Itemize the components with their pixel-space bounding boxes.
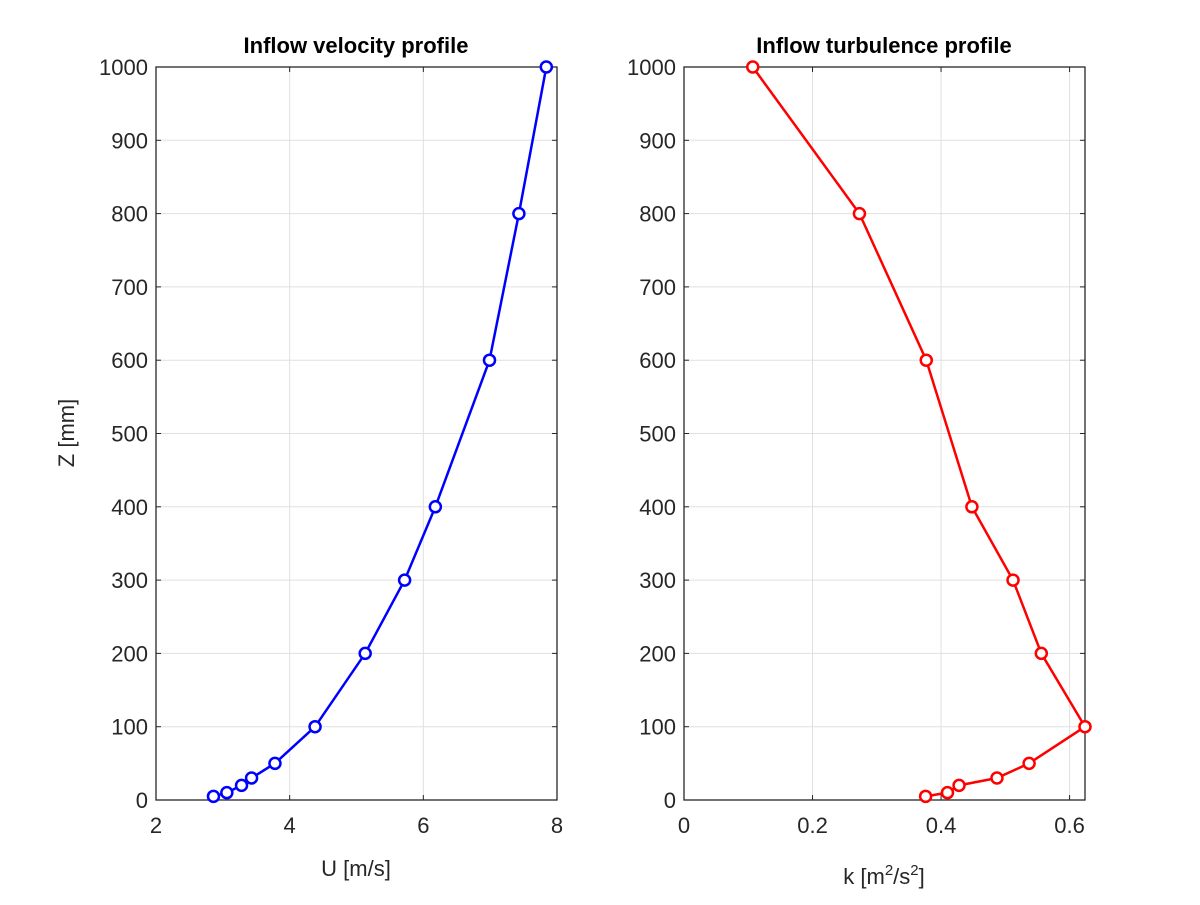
turbulence-title: Inflow turbulence profile xyxy=(756,33,1011,58)
velocity-title: Inflow velocity profile xyxy=(244,33,469,58)
velocity-data-point xyxy=(428,500,443,514)
velocity-data-point xyxy=(220,785,234,800)
velocity-data-point xyxy=(512,206,526,221)
velocity-ytick-label: 900 xyxy=(111,128,148,153)
velocity-ytick-label: 0 xyxy=(136,788,148,813)
turbulence-xlabel: k [m2/s2] xyxy=(843,862,925,889)
turbulence-series-line xyxy=(751,66,1087,798)
velocity-xtick-label: 2 xyxy=(150,813,162,838)
velocity-xtick-label: 4 xyxy=(284,813,296,838)
turbulence-data-point xyxy=(852,206,867,221)
velocity-ytick-label: 600 xyxy=(111,348,148,373)
velocity-data-point xyxy=(308,719,322,734)
turbulence-ytick-label: 600 xyxy=(639,348,676,373)
velocity-xtick-label: 6 xyxy=(417,813,429,838)
turbulence-ytick-label: 700 xyxy=(639,275,676,300)
velocity-grid xyxy=(155,66,558,801)
velocity-data-point xyxy=(206,789,221,804)
velocity-ytick-label: 300 xyxy=(111,568,148,593)
velocity-ytick-label: 700 xyxy=(111,275,148,300)
velocity-data-point xyxy=(539,60,554,74)
turbulence-ytick-label: 100 xyxy=(639,715,676,740)
velocity-data-point xyxy=(234,778,249,793)
turbulence-ytick-label: 0 xyxy=(664,788,676,813)
turbulence-data-point xyxy=(918,789,933,804)
turbulence-ytick-label: 200 xyxy=(639,641,676,666)
velocity-xlabel: U [m/s] xyxy=(321,856,391,881)
turbulence-data-point xyxy=(990,771,1004,785)
turbulence-data-point xyxy=(1034,646,1049,661)
velocity-axes: Inflow velocity profile U [m/s] Z [mm] 2… xyxy=(54,33,563,881)
turbulence-ytick-label: 300 xyxy=(639,568,676,593)
velocity-ytick-label: 400 xyxy=(111,495,148,520)
turbulence-ytick-label: 1000 xyxy=(627,55,676,80)
velocity-ytick-label: 800 xyxy=(111,202,148,227)
turbulence-data-point xyxy=(919,353,934,367)
velocity-ytick-label: 100 xyxy=(111,715,148,740)
turbulence-axes-box xyxy=(683,66,1086,801)
velocity-data-point xyxy=(268,756,282,771)
turbulence-axes: Inflow turbulence profile k [m2/s2] 0 0.2… xyxy=(627,33,1092,889)
velocity-data-point xyxy=(397,573,412,587)
turbulence-data-point xyxy=(940,785,955,800)
turbulence-xtick-label: 0 xyxy=(678,813,690,838)
velocity-data-point xyxy=(244,771,259,785)
turbulence-data-point xyxy=(1078,719,1092,734)
turbulence-data-point xyxy=(746,60,760,74)
velocity-data-point xyxy=(482,353,497,367)
velocity-ytick-label: 1000 xyxy=(99,55,148,80)
velocity-ytick-label: 200 xyxy=(111,641,148,666)
turbulence-ytick-label: 800 xyxy=(639,202,676,227)
turbulence-xtick-label: 0.2 xyxy=(797,813,828,838)
velocity-ylabel: Z [mm] xyxy=(54,399,79,467)
turbulence-ytick-label: 500 xyxy=(639,422,676,447)
turbulence-data-point xyxy=(952,778,966,793)
turbulence-data-point xyxy=(1022,756,1036,771)
turbulence-data-point xyxy=(1006,573,1020,587)
velocity-series-line xyxy=(213,66,548,798)
turbulence-grid xyxy=(683,66,1085,801)
velocity-ytick-label: 500 xyxy=(111,422,148,447)
velocity-xtick-label: 8 xyxy=(551,813,563,838)
turbulence-xtick-label: 0.4 xyxy=(926,813,957,838)
turbulence-xtick-label: 0.6 xyxy=(1054,813,1085,838)
velocity-axes-box xyxy=(155,66,558,801)
turbulence-ytick-label: 900 xyxy=(639,128,676,153)
turbulence-data-point xyxy=(965,500,979,514)
velocity-data-point xyxy=(358,646,372,661)
turbulence-ytick-label: 400 xyxy=(639,495,676,520)
